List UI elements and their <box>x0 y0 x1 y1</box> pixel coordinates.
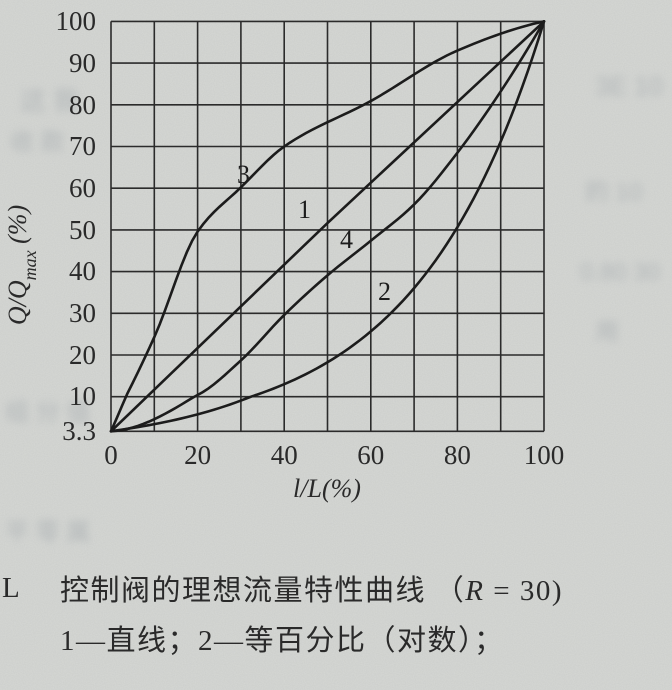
svg-text:20: 20 <box>69 340 96 370</box>
svg-text:20: 20 <box>184 440 211 470</box>
svg-text:100: 100 <box>56 6 97 36</box>
svg-text:2: 2 <box>378 277 391 306</box>
svg-text:3.3: 3.3 <box>62 416 96 446</box>
svg-text:4: 4 <box>340 225 353 254</box>
svg-text:0: 0 <box>104 440 118 470</box>
svg-text:70: 70 <box>69 131 96 161</box>
svg-text:3: 3 <box>237 160 250 189</box>
svg-text:3E 10: 3E 10 <box>595 71 663 101</box>
svg-text:控制阀的理想流量特性曲线 （R = 30): 控制阀的理想流量特性曲线 （R = 30) <box>60 574 563 607</box>
svg-text:0.80 30: 0.80 30 <box>580 259 660 286</box>
svg-text:用: 用 <box>595 319 619 346</box>
svg-text:50: 50 <box>69 215 96 245</box>
svg-text:100: 100 <box>524 440 565 470</box>
svg-text:60: 60 <box>69 173 96 203</box>
svg-text:10: 10 <box>69 381 96 411</box>
svg-text:90: 90 <box>69 48 96 78</box>
svg-text:1: 1 <box>298 195 311 224</box>
svg-text:L: L <box>2 572 20 604</box>
svg-text:80: 80 <box>69 90 96 120</box>
svg-text:平 零 属: 平 零 属 <box>5 519 90 546</box>
svg-text:30: 30 <box>69 298 96 328</box>
svg-text:1—直线；2—等百分比（对数）；: 1—直线；2—等百分比（对数）； <box>60 624 505 657</box>
svg-text:80: 80 <box>444 440 471 470</box>
svg-text:l/L(%): l/L(%) <box>293 474 361 503</box>
svg-text:收 款: 收 款 <box>10 129 65 156</box>
svg-text:40: 40 <box>69 256 96 286</box>
svg-text:40: 40 <box>271 440 298 470</box>
svg-text:的 10: 的 10 <box>585 179 642 206</box>
svg-text:60: 60 <box>357 440 384 470</box>
